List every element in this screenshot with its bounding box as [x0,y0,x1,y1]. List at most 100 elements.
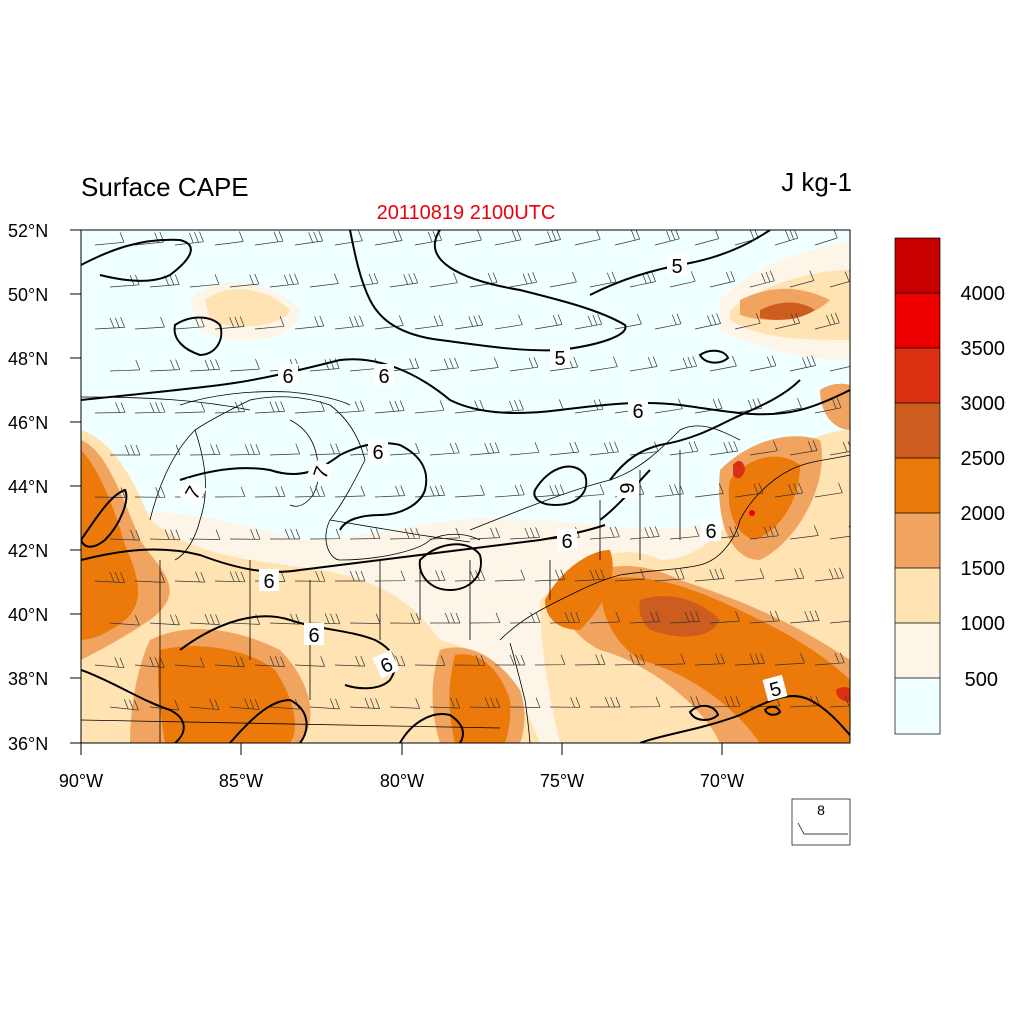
wind-barb [549,441,580,456]
contour-label-text: 6 [372,442,383,464]
wind-barb [374,570,406,582]
wind-barb [694,483,724,498]
wind-barb [334,485,366,498]
contour-label-text: 6 [378,366,389,388]
wind-barb [789,355,816,372]
chesapeake-coast [509,642,531,743]
wind-barb [614,568,645,582]
wind-barb [229,529,261,540]
wind-barb [429,272,458,288]
contour-label-text: 6 [561,531,572,553]
wind-barb [214,656,245,668]
wind-barb [589,611,621,624]
wind-barb [134,572,166,583]
contour-label-bg [374,364,394,386]
wind-barb [469,442,500,456]
wind-barb [669,271,696,288]
wind-barb [429,527,461,540]
contour-label-bg [304,623,324,645]
wind-barb [709,440,739,456]
colorbar-swatch [895,403,940,458]
great-lakes-outline [149,396,481,561]
wind-barb [414,570,446,582]
wind-barb [509,357,539,372]
wind-barbs [94,230,850,711]
wind-barb [534,230,561,246]
wind-barb [134,402,166,414]
wind-barb [494,569,526,582]
contour-label-bg [617,478,639,498]
wind-barb [94,402,126,414]
cape-region-3000 [733,460,745,479]
wind-barb [174,657,205,668]
lon-label: 70°W [700,771,744,791]
wind-barb [574,569,605,582]
wind-barb [309,613,341,625]
contour-bottom [81,669,185,743]
wind-barb [694,398,723,414]
contour-label-bg [306,458,334,486]
contour-6-oh [179,615,396,690]
wind-barb [574,314,603,330]
wind-barb [709,696,741,708]
contour-label: 6 [372,649,400,679]
wind-barb [614,313,642,330]
wind-barb [149,529,181,541]
wind-barb [214,231,244,246]
wind-barb [229,273,260,288]
wind-barb [734,568,765,582]
contour-label: 6 [278,364,298,388]
wind-barb [269,273,299,288]
wind-barb [549,612,581,624]
contour-label: 6 [259,569,279,593]
colorbar-label: 2500 [961,448,1006,470]
wind-barb [469,272,498,288]
lat-label: 36°N [8,734,48,754]
wind-barb [494,314,523,330]
wind-barb [734,483,764,498]
wind-barb [829,440,850,456]
wind-barb [174,401,206,414]
colorbar-label: 1500 [961,558,1006,580]
colorbar-swatch [895,623,940,678]
wind-barb [349,613,381,624]
wind-barb [509,527,540,540]
wind-barb [509,697,541,708]
contour-label-bg [701,519,721,541]
contour-label-text: 5 [671,256,682,278]
wind-barb [734,653,765,666]
east-coast [499,454,850,641]
colorbar: 4000 3500 3000 2500 2000 1500 1000 500 [894,237,1006,735]
wind-barb [294,230,324,246]
wind-barb [654,230,680,246]
contour-closed-se [688,704,720,721]
contour-closed-se2 [763,705,782,716]
wind-barb [469,357,499,372]
wind-barb [309,443,341,456]
wind-barb [774,567,805,582]
contour-label-text: 6 [705,521,716,543]
wind-barb [94,487,126,498]
wind-barb [189,699,220,711]
colorbar-swatch [895,458,940,513]
contour-closed-oh [418,543,482,592]
lat-label: 38°N [8,669,48,689]
wind-barb [134,316,165,330]
wind-barb [469,612,501,624]
contour-upper-left [81,238,192,282]
cape-region-1500-ns [820,383,850,430]
wind-barb [789,525,819,540]
wind-barb [509,442,540,456]
wind-barb [454,655,486,666]
wind-barb [229,698,260,710]
contour-label-bg [368,440,388,462]
cape-region-3500 [749,510,755,516]
wind-barb [389,272,419,288]
contour-label: 6 [557,529,577,553]
lat-label: 50°N [8,285,48,305]
lake-superior [179,391,351,406]
colorbar-swatch [895,513,940,568]
wind-barb [454,230,482,246]
colorbar-label: 3500 [961,338,1006,360]
wind-barb [669,356,698,372]
